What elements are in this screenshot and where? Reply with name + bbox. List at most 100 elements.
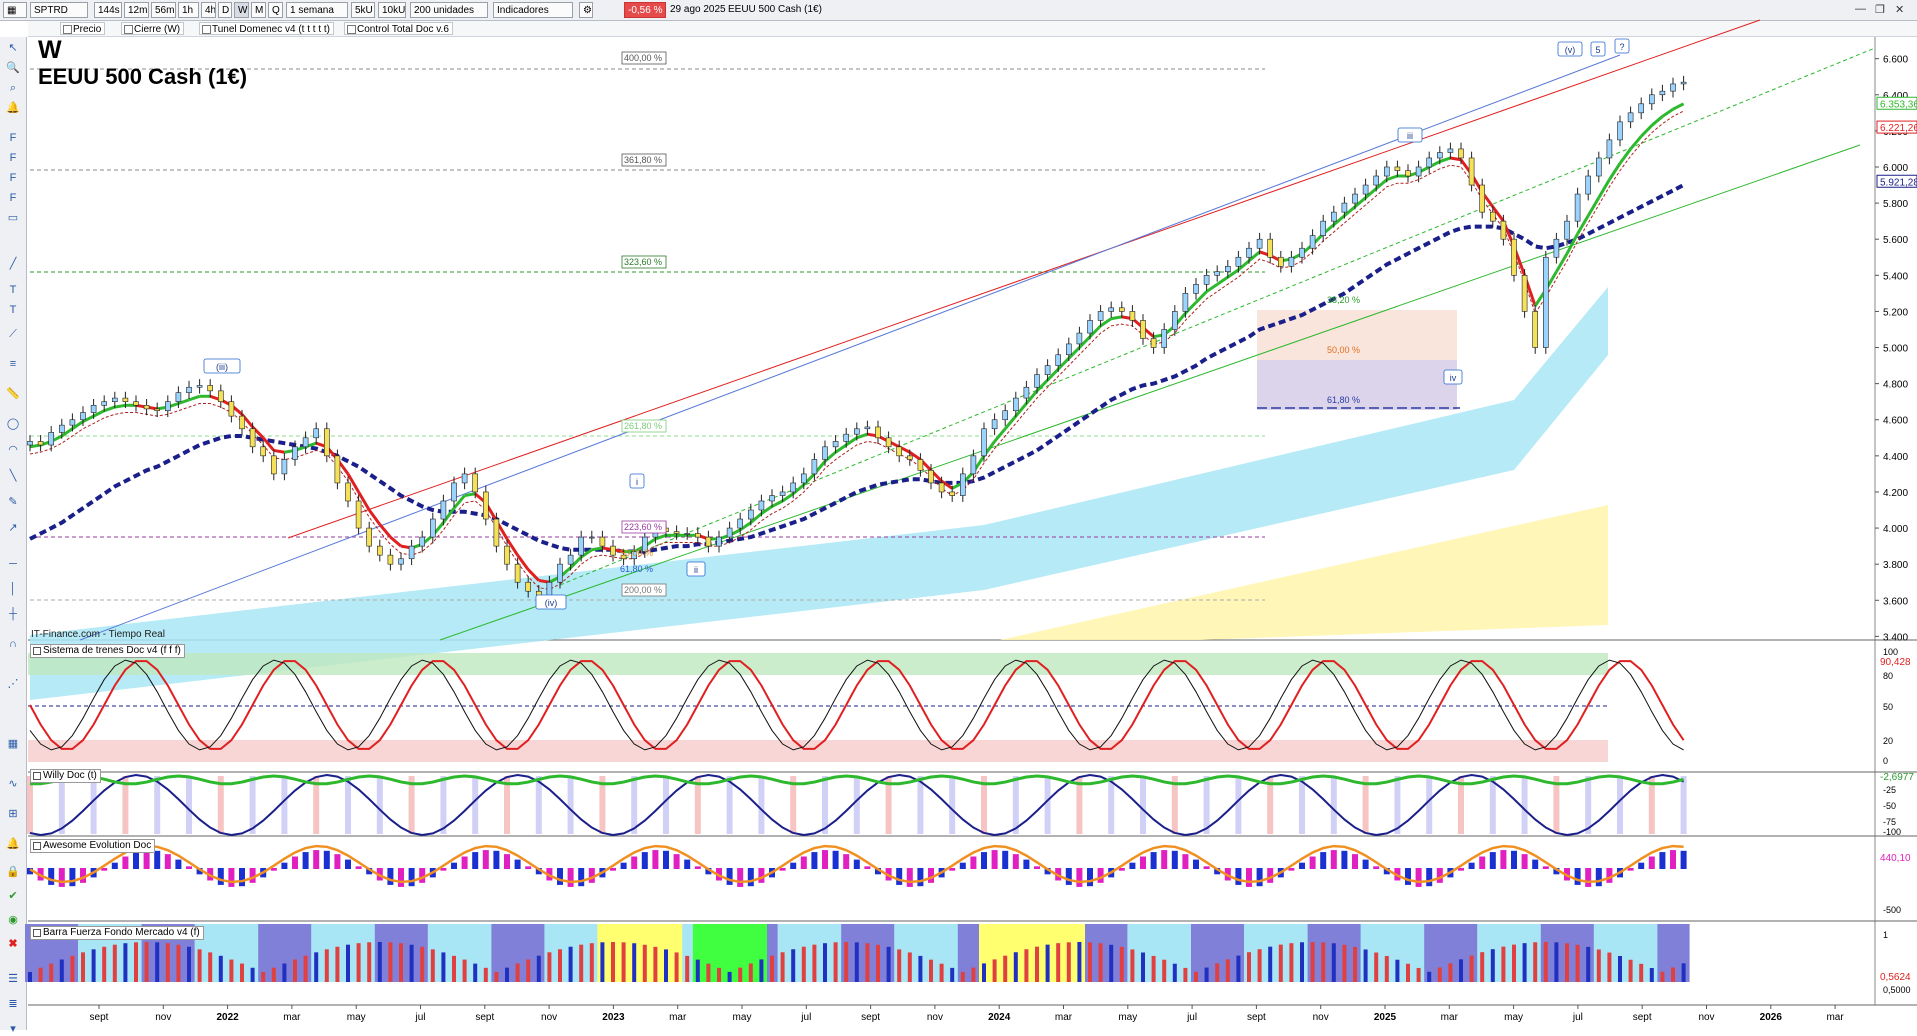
minimize-icon[interactable]: —	[1855, 3, 1866, 15]
more-tools-icon[interactable]: ▾	[10, 1023, 16, 1035]
candle-body	[1490, 211, 1496, 222]
candle-body	[747, 509, 754, 520]
fast-ema-segment	[177, 398, 190, 405]
barra-bg	[714, 924, 725, 982]
pattern-icon[interactable]: ⋰	[7, 678, 19, 690]
wave-label: i	[636, 477, 638, 487]
candle-body	[207, 385, 213, 392]
fib-time-icon[interactable]: F	[9, 192, 17, 204]
cursor-icon[interactable]: ↖	[8, 42, 18, 54]
ruler-icon[interactable]: 📏	[6, 388, 20, 400]
grid-tool-icon[interactable]: ▦	[7, 738, 19, 750]
symbol-select[interactable]: SPTRD	[30, 2, 88, 18]
fib-label: 61,80 %	[1327, 395, 1360, 405]
layers-icon[interactable]: ☰	[8, 973, 18, 985]
bell-icon[interactable]: 🔔	[6, 838, 20, 850]
y-tick-label: 6.600	[1883, 55, 1908, 66]
alert-icon[interactable]: 🔔	[6, 102, 20, 114]
timeframe-56m[interactable]: 56m	[151, 2, 176, 18]
awesome-bar	[1542, 866, 1549, 869]
check-icon[interactable]: ✔	[8, 890, 18, 902]
rectangle-tool-icon[interactable]: ▭	[7, 212, 19, 224]
timeframe-Q[interactable]: Q	[268, 2, 283, 18]
barra-bg	[724, 924, 736, 982]
candle-body	[1119, 307, 1125, 312]
vline-icon[interactable]: │	[9, 583, 17, 595]
timeframe-1h[interactable]: 1h	[178, 2, 199, 18]
fib-retracement-icon[interactable]: F	[9, 132, 17, 144]
wave-label: 5	[1595, 45, 1600, 55]
awesome-bar	[1023, 859, 1030, 869]
arrow-icon[interactable]: ↗	[8, 522, 18, 534]
x-tick-label: 2023	[602, 1012, 625, 1023]
delete-drawings-icon[interactable]: ✖	[8, 938, 18, 950]
crosshair-icon[interactable]: ┼	[9, 608, 17, 620]
line-icon[interactable]: ╲	[9, 470, 17, 482]
timeframe-D[interactable]: D	[218, 2, 232, 18]
zoom-in-icon[interactable]: 🔍	[6, 62, 20, 74]
text-tool-icon[interactable]: T	[9, 284, 17, 296]
trendline-icon[interactable]: ╱	[9, 258, 17, 270]
barra-bar	[770, 955, 774, 982]
barra-bar	[685, 955, 690, 982]
channel-icon[interactable]: ≡	[9, 358, 17, 370]
magnet-icon[interactable]: ∩	[9, 638, 17, 650]
timeframe-12m[interactable]: 12m	[124, 2, 149, 18]
panel-awesome-title[interactable]: Awesome Evolution Doc	[30, 839, 156, 853]
timeframe-M[interactable]: M	[251, 2, 266, 18]
barra-bar	[876, 944, 880, 982]
candle-body	[366, 527, 373, 547]
awesome-bar	[535, 868, 542, 875]
panel-willy-title[interactable]: Willy Doc (t)	[30, 769, 101, 783]
panel-trenes-title[interactable]: Sistema de trenes Doc v4 (f f f)	[30, 644, 185, 658]
wave-tool-icon[interactable]: ∿	[8, 778, 18, 790]
tag-tunel[interactable]: Tunel Domenec v4 (t t t t t)	[199, 22, 335, 35]
timeframe-4h[interactable]: 4h	[201, 2, 216, 18]
gann-icon[interactable]: ⊞	[8, 808, 18, 820]
panel-barra-title[interactable]: Barra Fuerza Fondo Mercado v4 (f)	[30, 926, 204, 940]
units-5-button[interactable]: 5kU	[351, 2, 375, 18]
fib-fan-icon[interactable]: F	[9, 172, 17, 184]
instrument-name: EEUU 500 Cash (1€)	[728, 4, 822, 15]
tag-close[interactable]: Cierre (W)	[121, 22, 185, 35]
hline-icon[interactable]: ─	[9, 558, 17, 570]
app-menu-icon[interactable]: ▦	[3, 2, 27, 18]
settings-icon[interactable]: ⚙	[579, 2, 593, 18]
maximize-icon[interactable]: ❐	[1875, 4, 1885, 16]
barra-bg	[35, 924, 47, 982]
arc-icon[interactable]: ◠	[8, 444, 18, 456]
y-tick-label: 5.200	[1883, 307, 1908, 318]
fib-extension-icon[interactable]: F	[9, 152, 17, 164]
text-box-icon[interactable]: T	[9, 304, 17, 316]
barra-bar	[134, 942, 138, 982]
candle-body	[1320, 220, 1326, 236]
range-select[interactable]: 1 semana	[286, 2, 348, 18]
barra-bar	[1183, 967, 1188, 982]
zoom-out-icon[interactable]: ⌕	[9, 82, 17, 94]
pencil-icon[interactable]: ✎	[8, 496, 18, 508]
ray-icon[interactable]: ⟋	[9, 328, 17, 340]
willy-bar	[217, 776, 224, 834]
list-icon[interactable]: ≣	[8, 998, 18, 1010]
fib-label-box	[621, 520, 667, 534]
y-tick-label: 5.400	[1883, 271, 1908, 282]
candle-body	[949, 491, 956, 496]
ellipse-icon[interactable]: ◯	[6, 418, 20, 430]
indicators-button[interactable]: Indicadores	[493, 2, 573, 18]
willy-bar	[472, 776, 479, 834]
units-select[interactable]: 200 unidades	[410, 2, 488, 18]
tag-price[interactable]: Precio	[60, 22, 106, 35]
visibility-icon[interactable]: ◉	[8, 914, 18, 926]
close-icon[interactable]: ✕	[1895, 4, 1905, 16]
barra-bar	[611, 942, 615, 982]
timeframe-W[interactable]: W	[234, 2, 249, 18]
units-10-button[interactable]: 10kU	[378, 2, 406, 18]
candle-body	[1649, 94, 1655, 105]
timeframe-144s[interactable]: 144s	[94, 2, 122, 18]
lock-icon[interactable]: 🔒	[6, 866, 20, 878]
p2-tick: -50	[1883, 801, 1896, 811]
x-tick-label: nov	[1313, 1012, 1329, 1023]
tag-control-total[interactable]: Control Total Doc v.6	[344, 22, 453, 35]
barra-bar	[176, 944, 181, 982]
